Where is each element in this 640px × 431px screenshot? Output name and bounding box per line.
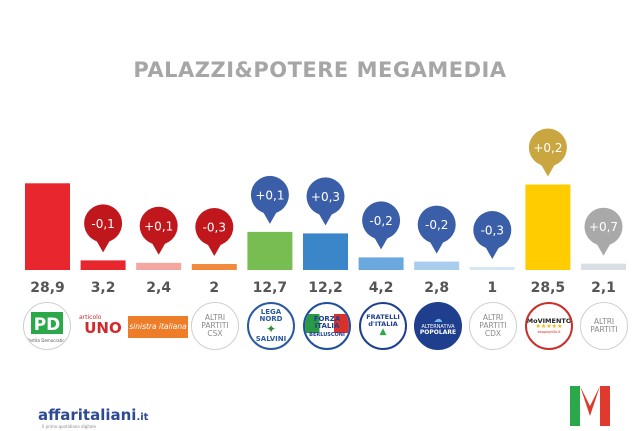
value-label-1: 3,2 bbox=[91, 280, 116, 296]
bar-4 bbox=[247, 231, 293, 270]
value-label-10: 2,1 bbox=[591, 280, 616, 296]
change-label-6: -0,2 bbox=[369, 214, 392, 228]
value-label-0: 28,9 bbox=[30, 280, 65, 296]
lega-line1: LEGA NORD bbox=[259, 307, 283, 324]
value-label-5: 12,2 bbox=[308, 280, 343, 296]
m5s-text: MoVIMENTO bbox=[526, 316, 572, 325]
change-label-2: +0,1 bbox=[144, 219, 173, 233]
ap-cloud-icon: ☁ bbox=[433, 314, 443, 325]
ap-line2: POPOLARE bbox=[419, 329, 457, 337]
change-bubble-7: -0,2 bbox=[417, 205, 456, 254]
change-bubble-1: -0,1 bbox=[84, 204, 123, 253]
altri-cdx-line1: ALTRI bbox=[482, 313, 504, 323]
change-label-10: +0,7 bbox=[589, 220, 618, 234]
value-label-6: 4,2 bbox=[369, 280, 394, 296]
change-bubble-9: +0,2 bbox=[528, 128, 567, 177]
bar-0 bbox=[25, 183, 70, 270]
bar-9 bbox=[525, 184, 571, 270]
change-bubble-5: +0,3 bbox=[306, 177, 345, 226]
change-bubble-6: -0,2 bbox=[362, 201, 401, 250]
bar-3 bbox=[191, 264, 237, 270]
m5s-sub: beppegrillo.it bbox=[537, 329, 561, 334]
fdi-line2: d'ITALIA bbox=[368, 320, 398, 329]
brand-tagline: Il primo quotidiano digitale bbox=[42, 424, 96, 429]
altri-line1: ALTRI bbox=[593, 317, 615, 327]
fdi-line1: FRATELLI bbox=[366, 313, 400, 322]
movimento-5-stelle-logo: MoVIMENTO ★★★★★ beppegrillo.it bbox=[525, 302, 573, 350]
change-label-7: -0,2 bbox=[425, 218, 448, 232]
value-label-8: 1 bbox=[487, 280, 497, 296]
bar-5 bbox=[303, 233, 348, 270]
altri-cdx-line2: PARTITI bbox=[479, 321, 507, 331]
value-label-2: 2,4 bbox=[146, 280, 171, 296]
chart-title: PALAZZI&POTERE MEGAMEDIA bbox=[133, 58, 507, 82]
bar-7 bbox=[414, 261, 460, 270]
sinistra-italiana-logo: sinistra italiana bbox=[128, 316, 188, 338]
altri-csx-logo: ALTRI PARTITI CSX bbox=[191, 302, 239, 350]
lega-line2: SALVINI bbox=[255, 334, 287, 343]
change-label-3: -0,3 bbox=[203, 221, 226, 235]
change-bubble-2: +0,1 bbox=[139, 206, 178, 255]
bar-8 bbox=[469, 267, 515, 270]
bar-2 bbox=[136, 262, 182, 270]
uno-small-text: articolo bbox=[79, 313, 102, 321]
pd-logo: PD Partito Democratico bbox=[23, 302, 71, 350]
fi-line1: FORZA bbox=[313, 315, 341, 324]
value-label-9: 28,5 bbox=[531, 280, 566, 296]
si-text: sinistra italiana bbox=[129, 322, 187, 332]
lega-emblem-icon: ✦ bbox=[265, 322, 277, 337]
articolo-uno-logo: articolo UNO bbox=[79, 302, 127, 350]
change-bubble-10: +0,7 bbox=[584, 207, 623, 256]
change-bubble-8: -0,3 bbox=[473, 211, 512, 259]
brand-name: affaritaliani bbox=[38, 406, 137, 424]
fdi-flame-icon: ▲ bbox=[379, 327, 387, 338]
change-label-4: +0,1 bbox=[255, 188, 284, 202]
bar-1 bbox=[80, 260, 126, 270]
brand-domain: .it bbox=[136, 412, 149, 423]
value-label-3: 2 bbox=[209, 280, 219, 296]
pd-logo-icon: PD Partito Democratico bbox=[27, 312, 67, 343]
altri-partiti-logo: ALTRI PARTITI bbox=[580, 302, 628, 350]
lega-nord-logo: LEGA NORD ✦ SALVINI bbox=[247, 302, 295, 350]
change-label-9: +0,2 bbox=[533, 141, 562, 155]
value-label-4: 12,7 bbox=[253, 280, 288, 296]
fi-line2: ITALIA bbox=[314, 322, 340, 331]
forza-italia-logo: FORZA ITALIA BERLUSCONI bbox=[303, 302, 351, 350]
pd-logo-subtext: Partito Democratico bbox=[27, 338, 67, 343]
change-bubble-3: -0,3 bbox=[195, 208, 234, 256]
altri-cdx-logo: ALTRI PARTITI CDX bbox=[469, 302, 517, 350]
change-label-8: -0,3 bbox=[481, 224, 504, 238]
fratelli-ditalia-logo: FRATELLI d'ITALIA ▲ bbox=[359, 302, 407, 350]
pd-logo-text: PD bbox=[34, 315, 61, 335]
fi-line3: BERLUSCONI bbox=[309, 331, 345, 338]
altri-csx-line1: ALTRI bbox=[204, 313, 226, 323]
alternativa-popolare-logo: ☁ ALTERNATIVA POPOLARE bbox=[414, 302, 462, 350]
ap-line1: ALTERNATIVA bbox=[421, 323, 455, 330]
altri-csx-line3: CSX bbox=[207, 328, 223, 338]
altri-cdx-line3: CDX bbox=[484, 328, 502, 338]
change-label-5: +0,3 bbox=[311, 190, 340, 204]
affaritaliani-brand[interactable]: affaritaliani.it bbox=[38, 406, 148, 424]
megamedia-m-logo-icon bbox=[570, 386, 610, 426]
bar-10 bbox=[581, 263, 626, 270]
change-label-1: -0,1 bbox=[91, 217, 114, 231]
change-bubble-4: +0,1 bbox=[250, 175, 289, 224]
altri-csx-line2: PARTITI bbox=[201, 321, 229, 331]
uno-text: UNO bbox=[84, 319, 122, 338]
bar-6 bbox=[358, 257, 404, 270]
value-label-7: 2,8 bbox=[424, 280, 449, 296]
altri-line2: PARTITI bbox=[590, 325, 618, 334]
m5s-stars-icon: ★★★★★ bbox=[535, 323, 563, 331]
